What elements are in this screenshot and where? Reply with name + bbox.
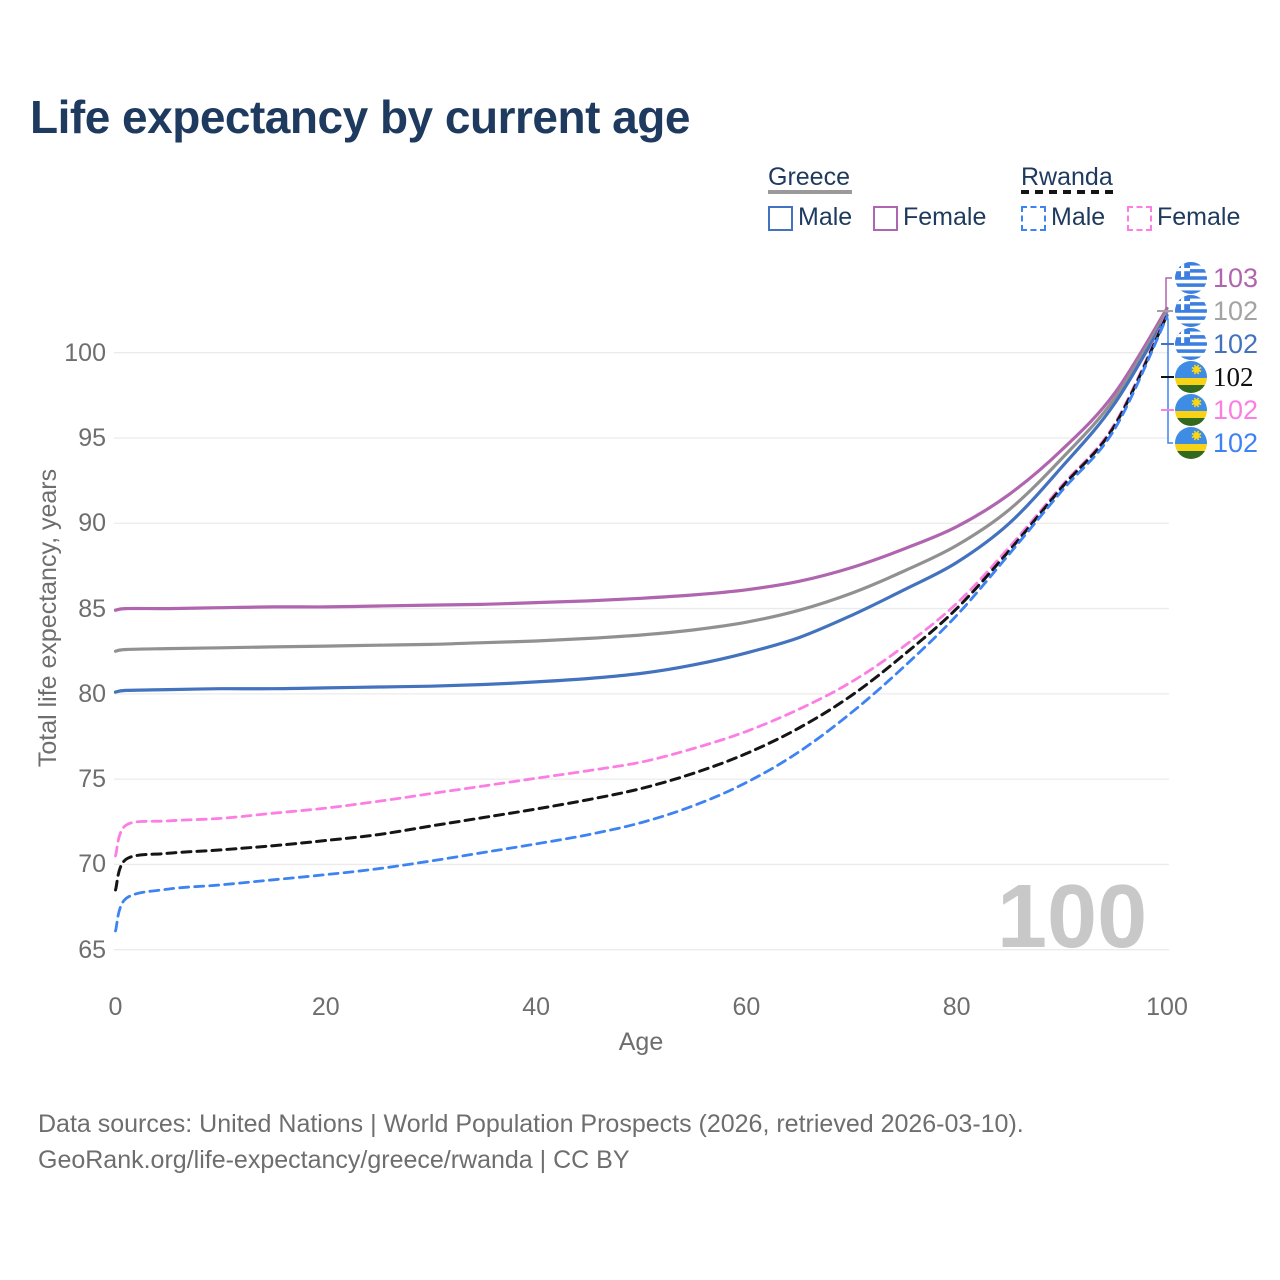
legend-greece-linestyle-sample — [768, 190, 852, 194]
legend-rwanda-linestyle-sample — [1021, 190, 1113, 194]
end-value-rwanda-both: 102 — [1213, 362, 1254, 392]
series-line-greece-male[interactable] — [113, 313, 1169, 694]
end-value-rwanda-male: 102 — [1213, 428, 1259, 458]
rwanda-flag-icon — [1175, 427, 1207, 459]
legend-item-greece-male[interactable]: Male — [798, 203, 853, 231]
end-value-greece-female: 103 — [1213, 263, 1259, 293]
greece-flag-icon — [1175, 262, 1207, 294]
x-tick-label-0: 0 — [108, 993, 123, 1021]
series-line-rwanda-male[interactable] — [114, 315, 1169, 933]
sun-glyph — [1191, 430, 1202, 441]
x-tick-label-60: 60 — [732, 993, 761, 1021]
end-value-rwanda-female: 102 — [1213, 395, 1259, 425]
sun-glyph — [1191, 397, 1202, 408]
legend-item-rwanda-male[interactable]: Male — [1051, 203, 1106, 231]
page-title: Life expectancy by current age — [30, 91, 690, 143]
data-source-caption-line2: GeoRank.org/life-expectancy/greece/rwand… — [38, 1146, 630, 1174]
sun-glyph — [1191, 364, 1202, 375]
y-tick-label-90: 90 — [78, 509, 106, 538]
legend-swatch-rwanda-male[interactable] — [1021, 206, 1046, 231]
y-tick-label-95: 95 — [78, 423, 106, 452]
end-value-greece-both: 102 — [1213, 296, 1259, 326]
rwanda-flag-icon — [1175, 394, 1207, 426]
x-tick-label-100: 100 — [1146, 993, 1188, 1021]
y-tick-label-80: 80 — [78, 679, 106, 708]
y-tick-label-100: 100 — [64, 338, 106, 367]
y-tick-label-70: 70 — [78, 850, 106, 879]
rwanda-flag-icon — [1175, 361, 1207, 393]
x-tick-label-20: 20 — [311, 993, 340, 1021]
series-line-rwanda-female[interactable] — [114, 312, 1169, 858]
series-line-greece-female[interactable] — [113, 306, 1169, 612]
legend-swatch-greece-female[interactable] — [873, 206, 898, 231]
legend-group-rwanda-title: Rwanda — [1021, 163, 1113, 191]
x-axis-title: Age — [618, 1028, 664, 1056]
legend-item-rwanda-female[interactable]: Female — [1157, 203, 1241, 231]
x-tick-label-40: 40 — [522, 993, 550, 1021]
greece-flag-icon — [1175, 328, 1207, 360]
legend-swatch-rwanda-female[interactable] — [1127, 206, 1152, 231]
end-value-greece-male: 102 — [1213, 329, 1259, 359]
y-tick-label-65: 65 — [78, 935, 106, 964]
leader-line-bracket — [1167, 318, 1173, 444]
x-tick-label-80: 80 — [942, 993, 971, 1021]
series-line-greece-both[interactable] — [113, 310, 1169, 653]
legend-group-greece-title: Greece — [768, 163, 850, 191]
leader-line-greece-female — [1165, 277, 1172, 309]
series-line-rwanda-both[interactable] — [114, 313, 1169, 892]
data-source-caption-line1: Data sources: United Nations | World Pop… — [38, 1110, 1024, 1138]
y-tick-label-85: 85 — [78, 594, 106, 623]
legend-swatch-greece-male[interactable] — [768, 206, 793, 231]
legend-item-greece-female[interactable]: Female — [903, 203, 987, 231]
y-tick-label-75: 75 — [78, 765, 106, 794]
greece-flag-icon — [1175, 295, 1207, 327]
current-age-watermark: 100 — [997, 867, 1148, 967]
